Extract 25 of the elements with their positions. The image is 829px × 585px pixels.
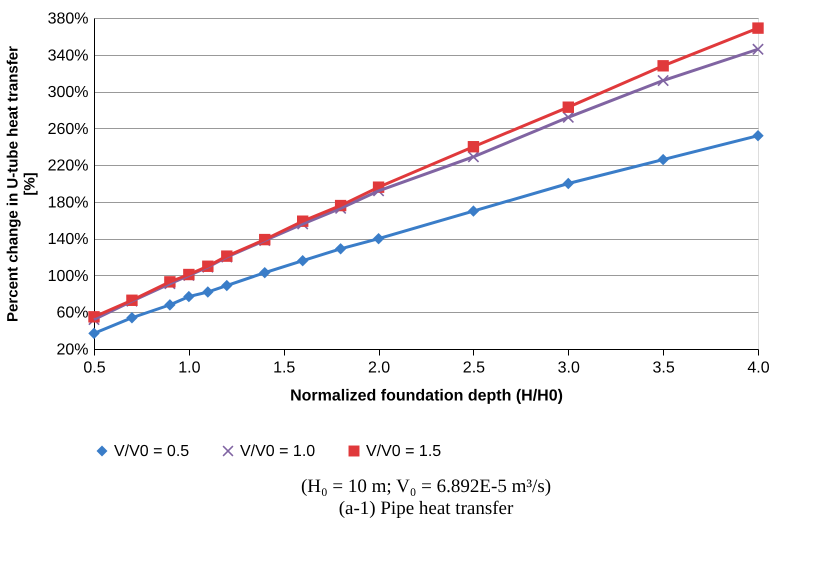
- x-tick-label: 2.5: [462, 360, 486, 376]
- x-tick-label: 0.5: [83, 360, 106, 376]
- y-tick-label: 340%: [48, 47, 88, 64]
- x-axis-title: Normalized foundation depth (H/H0): [290, 388, 563, 404]
- y-tick-label: 380%: [48, 10, 88, 28]
- y-tick-label: 180%: [48, 194, 88, 212]
- legend-label: V/V0 = 1.0: [240, 443, 316, 460]
- legend-label: V/V0 = 0.5: [114, 443, 190, 460]
- text: (a-1) Pipe heat transfer: [338, 498, 514, 519]
- x-tick-label: 1.5: [273, 360, 296, 376]
- x-tick-label: 3.5: [652, 360, 675, 376]
- y-axis-title: Percent change in U-tube heat transfer [%]: [4, 46, 39, 322]
- x-tick-label: 4.0: [747, 360, 770, 376]
- x-tick-label: 3.0: [558, 360, 580, 376]
- y-tick-label: 60%: [56, 304, 88, 322]
- legend-label: V/V0 = 1.5: [366, 443, 442, 460]
- y-tick-label: 100%: [48, 268, 88, 285]
- y-tick-label: 140%: [48, 231, 88, 248]
- y-tick-label: 300%: [48, 84, 88, 102]
- y-tick-label: 220%: [48, 158, 88, 175]
- text: (H₀ = 10 m; V₀ = 6.892E-5 m³/s): [300, 476, 552, 497]
- y-tick-label: 260%: [48, 120, 88, 138]
- y-tick-label: 20%: [56, 342, 88, 358]
- x-tick-label: 1.0: [178, 360, 201, 376]
- x-tick-label: 2.0: [368, 360, 390, 376]
